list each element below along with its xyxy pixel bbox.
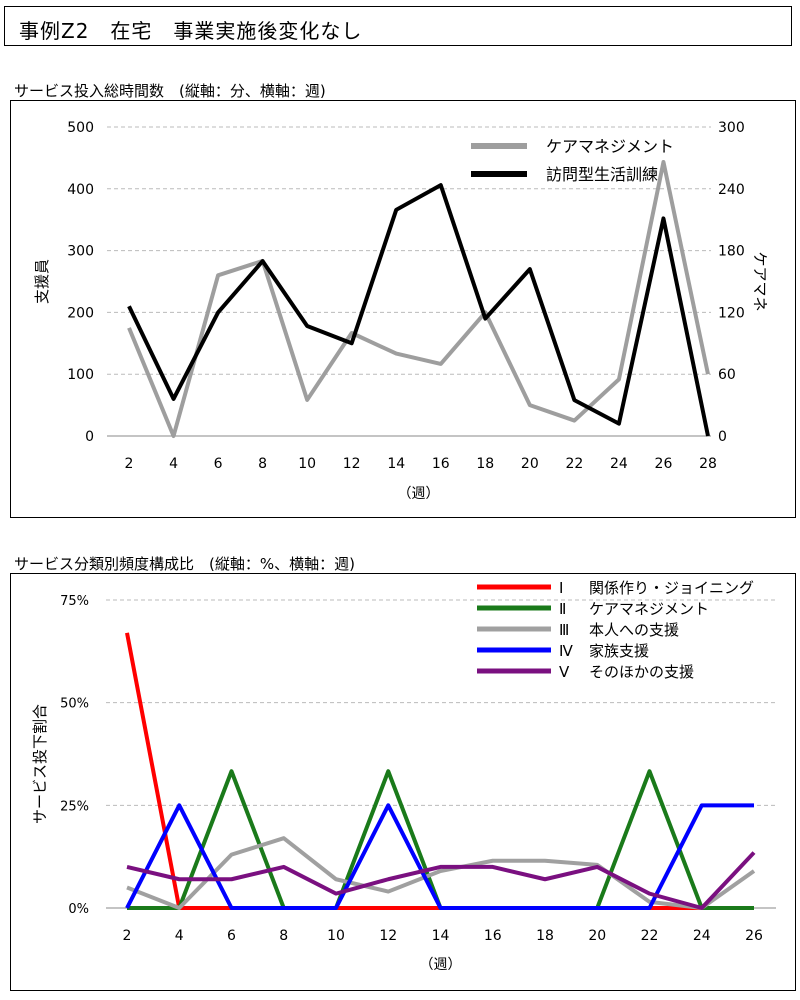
chart2-y-tick-label: 25%	[60, 799, 89, 814]
chart1-x-tick-label: 28	[699, 456, 717, 472]
chart1-left-tick-label: 0	[85, 429, 94, 445]
case-title: 事例Z2 在宅 事業実施後変化なし	[19, 19, 363, 43]
chart1-x-tick-label: 20	[521, 456, 539, 472]
chart1-x-tick-label: 4	[169, 456, 178, 472]
chart1-x-tick-label: 26	[655, 456, 673, 472]
chart2-y-tick-label: 0%	[68, 902, 89, 917]
chart1-series-line-1	[127, 160, 710, 438]
chart2-legend-numeral-2: Ⅱ	[559, 600, 566, 618]
chart2-panel: 0% 25% 50% 75% 2 4 6 8 10 12 14 16 18 20 22 24 26 （週） サービス…	[10, 573, 796, 991]
chart2-legend-numeral-1: Ⅰ	[559, 579, 563, 597]
chart1-x-tick-label: 24	[610, 456, 628, 472]
chart1-series-line-2	[127, 183, 710, 437]
chart2-legend-numeral-4: Ⅳ	[559, 642, 573, 660]
chart2-x-tick-label: 12	[379, 928, 397, 944]
chart1-legend-label-2: 訪問型生活訓練	[546, 165, 658, 184]
chart1-x-tick-label: 14	[387, 456, 405, 472]
chart2-legend-numeral-5: Ⅴ	[559, 663, 570, 681]
chart2-series-line-5	[126, 851, 756, 910]
chart2-x-tick-label: 4	[175, 928, 184, 944]
chart1-left-tick-label: 300	[67, 244, 94, 260]
chart2-legend-label-2: ケアマネジメント	[589, 600, 709, 618]
chart1-right-axis-label: ケアマネ	[751, 251, 769, 311]
chart2-legend-label-4: 家族支援	[589, 642, 649, 660]
chart1-x-axis-label: （週）	[398, 486, 440, 502]
chart1-x-tick-label: 6	[214, 456, 223, 472]
chart2-x-tick-label: 6	[227, 928, 236, 944]
chart1-x-tick-label: 2	[125, 456, 134, 472]
chart2-legend-label-3: 本人への支援	[589, 621, 679, 639]
chart2-x-tick-label: 26	[745, 928, 763, 944]
chart2-legend-numeral-3: Ⅲ	[559, 621, 569, 639]
chart2-x-tick-label: 24	[693, 928, 711, 944]
chart2-x-tick-label: 8	[279, 928, 288, 944]
chart1-panel: 0 100 200 300 400 500 0 60 120 180 240 300 2 4 6 8 10 12 1…	[10, 100, 796, 518]
chart2-x-tick-label: 16	[484, 928, 502, 944]
chart2-x-axis-label: （週）	[420, 957, 462, 973]
chart2-x-tick-label: 22	[641, 928, 659, 944]
chart2-y-axis-label: サービス投下割合	[31, 704, 49, 824]
chart1-x-tick-label: 12	[343, 456, 361, 472]
chart1-caption: サービス投入総時間数 (縦軸：分、横軸：週)	[14, 82, 326, 100]
chart1-x-tick-label: 18	[476, 456, 494, 472]
chart2-svg: 0%25%50%75%2 4 6 8 10 12 14 16 18 20 22 24 26（週）サービス…	[31, 579, 776, 973]
chart1-right-tick-label: 240	[718, 182, 745, 198]
chart2-series-line-3	[126, 836, 756, 910]
chart1-left-tick-label: 400	[67, 182, 94, 198]
chart2-x-tick-label: 2	[123, 928, 132, 944]
chart2-y-tick-label: 50%	[60, 697, 89, 712]
chart2-x-tick-label: 14	[432, 928, 450, 944]
chart1-left-tick-label: 500	[67, 120, 94, 136]
chart1-right-tick-label: 300	[718, 120, 745, 136]
chart1-x-tick-label: 8	[258, 456, 267, 472]
chart1-right-tick-label: 60	[718, 367, 736, 383]
chart1-legend-label-1: ケアマネジメント	[546, 137, 674, 156]
chart1-left-axis-label: 支援員	[33, 259, 51, 304]
chart2-x-tick-label: 20	[588, 928, 606, 944]
chart1-right-tick-label: 120	[718, 305, 745, 321]
chart1-x-tick-label: 10	[298, 456, 316, 472]
chart2-series-line-4	[125, 803, 754, 910]
chart2-legend-label-5: そのほかの支援	[589, 663, 694, 681]
chart2-caption: サービス分類別頻度構成比 (縦軸：%、横軸：週)	[14, 555, 355, 573]
chart1-x-tick-label: 22	[565, 456, 583, 472]
chart2-x-tick-label: 18	[536, 928, 554, 944]
chart2-y-tick-label: 75%	[60, 594, 89, 609]
chart1-left-tick-label: 100	[67, 367, 94, 383]
case-title-box: 事例Z2 在宅 事業実施後変化なし	[4, 6, 792, 46]
chart1-left-tick-label: 200	[67, 305, 94, 321]
chart1-right-tick-label: 180	[718, 244, 745, 260]
chart2-legend-label-1: 関係作り・ジョイニング	[589, 579, 754, 597]
chart1-right-tick-label: 0	[718, 429, 727, 445]
chart2-x-tick-label: 10	[327, 928, 345, 944]
chart1-x-tick-label: 16	[432, 456, 450, 472]
